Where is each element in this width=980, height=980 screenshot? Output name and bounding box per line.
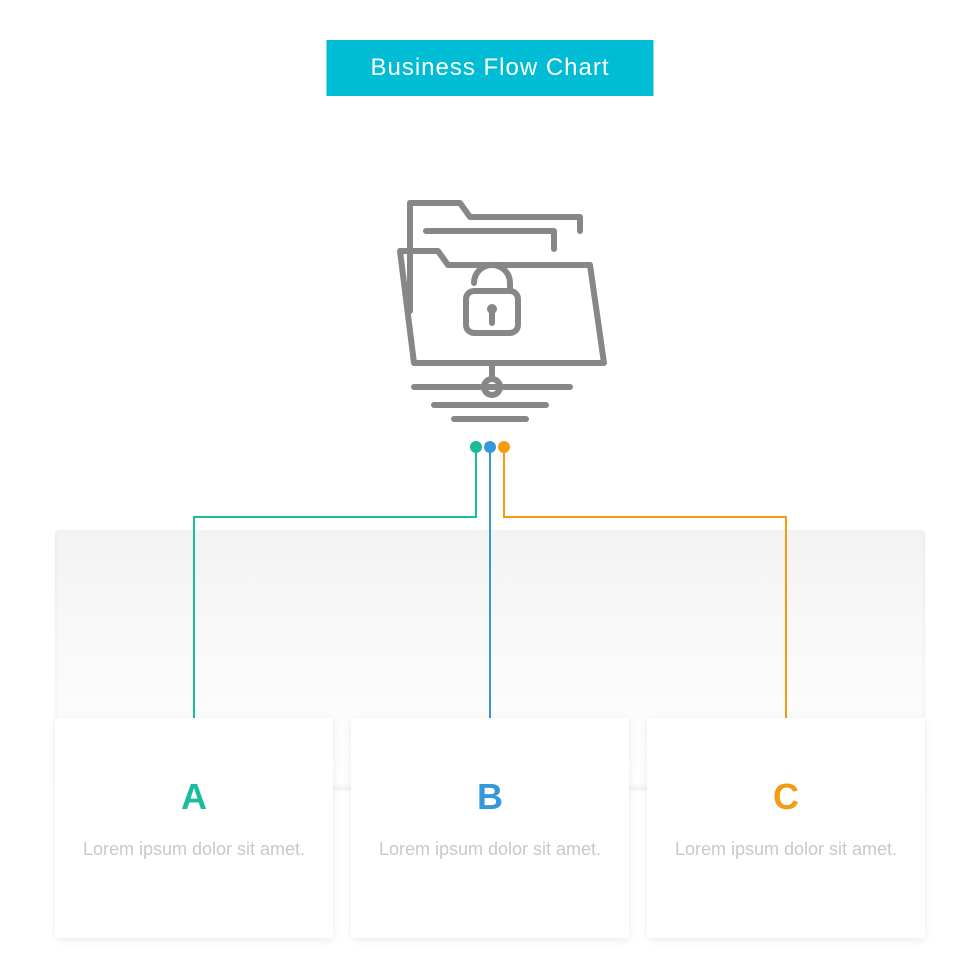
option-body-a: Lorem ipsum dolor sit amet. (79, 836, 309, 862)
title-bar: Business Flow Chart (326, 40, 653, 96)
option-card-c: C Lorem ipsum dolor sit amet. (647, 718, 925, 938)
option-letter-b: B (375, 776, 605, 818)
locked-folder-network-icon (350, 155, 630, 435)
options-row: A Lorem ipsum dolor sit amet. B Lorem ip… (55, 718, 925, 938)
option-card-a: A Lorem ipsum dolor sit amet. (55, 718, 333, 938)
option-body-c: Lorem ipsum dolor sit amet. (671, 836, 901, 862)
option-letter-a: A (79, 776, 309, 818)
option-body-b: Lorem ipsum dolor sit amet. (375, 836, 605, 862)
option-letter-c: C (671, 776, 901, 818)
option-card-b: B Lorem ipsum dolor sit amet. (351, 718, 629, 938)
page-title: Business Flow Chart (370, 54, 609, 81)
